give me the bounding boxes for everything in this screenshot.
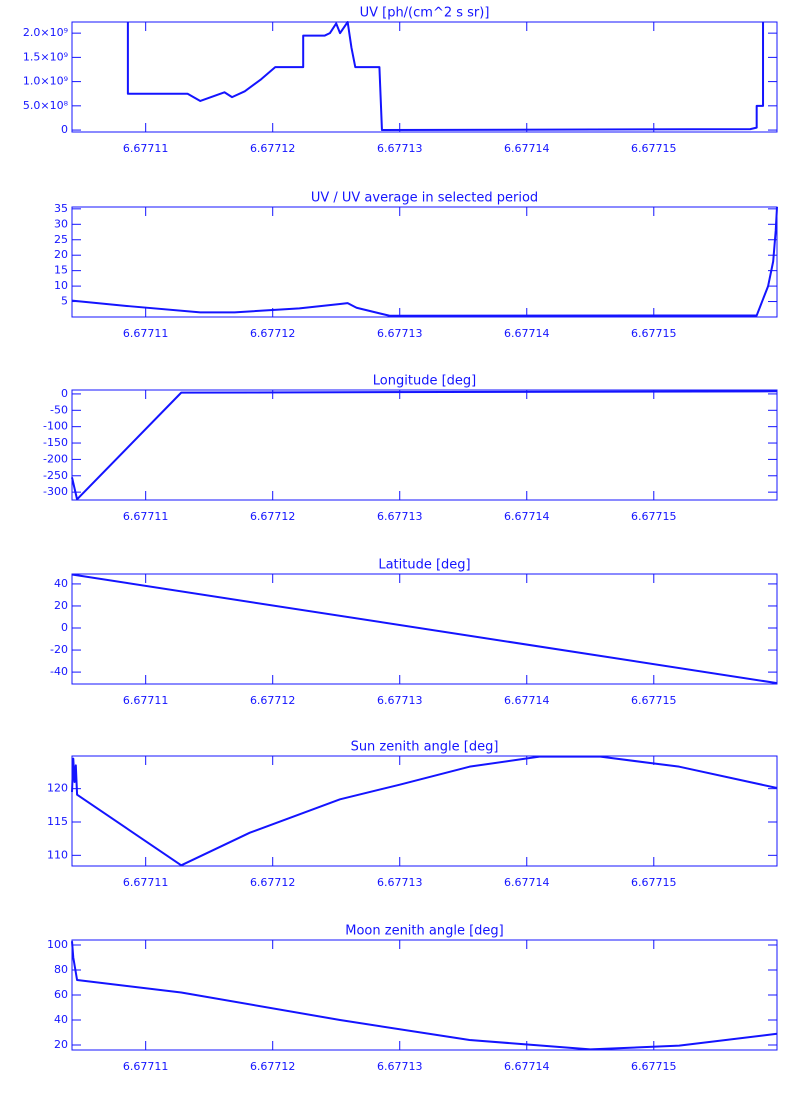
y-tick-label: 1.5×10⁹: [23, 50, 68, 63]
x-tick-label: 6.67712: [250, 1060, 296, 1073]
panel-title: UV / UV average in selected period: [311, 191, 538, 206]
x-tick-label: 6.67715: [631, 694, 677, 707]
x-tick-label: 6.67712: [250, 694, 296, 707]
x-tick-label: 6.67714: [504, 694, 550, 707]
x-tick-label: 6.67713: [377, 327, 423, 340]
y-tick-label: -20: [50, 643, 68, 656]
data-line: [126, 21, 765, 132]
x-tick-label: 6.67713: [377, 510, 423, 523]
y-tick-label: 20: [54, 599, 68, 612]
plot-frame: [71, 389, 778, 501]
x-tick-label: 6.67715: [631, 876, 677, 889]
x-tick-label: 6.67712: [250, 142, 296, 155]
y-tick-label: 15: [54, 264, 68, 277]
x-tick-label: 6.67711: [123, 327, 169, 340]
panel: Latitude [deg] -40 -20 0 20 40 6.67711 6.67712 6…: [50, 558, 778, 707]
x-tick-label: 6.67715: [631, 510, 677, 523]
y-tick-label: 20: [54, 248, 68, 261]
data-line: [71, 941, 778, 1051]
x-tick-label: 6.67714: [504, 327, 550, 340]
x-tick-label: 6.67711: [123, 694, 169, 707]
x-tick-label: 6.67711: [123, 1060, 169, 1073]
y-tick-label: 0: [61, 123, 68, 136]
y-tick-label: -40: [50, 665, 68, 678]
x-tick-label: 6.67715: [631, 327, 677, 340]
y-tick-label: -300: [43, 485, 68, 498]
data-line: [71, 206, 778, 317]
y-tick-label: 30: [54, 217, 68, 230]
y-tick-label: 40: [54, 1013, 68, 1026]
y-tick-label: 40: [54, 577, 68, 590]
y-tick-label: 35: [54, 202, 68, 215]
y-tick-label: 2.0×10⁹: [23, 26, 68, 39]
plot-frame: [71, 755, 778, 867]
y-tick-label: 120: [47, 782, 68, 795]
data-line: [71, 573, 778, 685]
y-tick-label: 10: [54, 279, 68, 292]
y-tick-label: 0: [61, 387, 68, 400]
y-tick-label: 60: [54, 988, 68, 1001]
y-tick-label: 5: [61, 295, 68, 308]
y-tick-label: 110: [47, 848, 68, 861]
data-line: [71, 755, 778, 867]
x-tick-label: 6.67714: [504, 510, 550, 523]
x-tick-label: 6.67713: [377, 876, 423, 889]
y-tick-label: 20: [54, 1038, 68, 1051]
panel-title: Sun zenith angle [deg]: [351, 740, 499, 755]
y-tick-label: 0: [61, 621, 68, 634]
x-tick-label: 6.67713: [377, 1060, 423, 1073]
x-tick-label: 6.67711: [123, 510, 169, 523]
data-line: [71, 390, 778, 501]
plot-frame: [71, 21, 778, 133]
y-tick-label: 100: [47, 938, 68, 951]
plot-frame: [71, 573, 778, 685]
panel-title: UV [ph/(cm^2 s sr)]: [360, 6, 490, 21]
y-tick-label: -250: [43, 469, 68, 482]
plot-frame: [71, 206, 778, 318]
panel: Longitude [deg] -300 -250 -200 -150 -100 -50 0 6…: [43, 374, 778, 523]
x-tick-label: 6.67714: [504, 142, 550, 155]
y-tick-label: -150: [43, 436, 68, 449]
panel-title: Latitude [deg]: [378, 558, 470, 573]
y-tick-label: 5.0×10⁸: [23, 99, 69, 112]
x-tick-label: 6.67712: [250, 876, 296, 889]
y-tick-label: 115: [47, 815, 68, 828]
panel: UV [ph/(cm^2 s sr)] 0 5.0×10⁸ 1.0×10⁹ 1.5×10…: [23, 6, 778, 155]
x-tick-label: 6.67713: [377, 694, 423, 707]
y-tick-label: -200: [43, 452, 68, 465]
y-tick-label: -100: [43, 420, 68, 433]
panel: Sun zenith angle [deg] 110 115 120 6.67711 6.…: [47, 740, 778, 889]
y-tick-label: 80: [54, 963, 68, 976]
x-tick-label: 6.67714: [504, 1060, 550, 1073]
y-tick-label: -50: [50, 403, 68, 416]
x-tick-label: 6.67712: [250, 327, 296, 340]
x-tick-label: 6.67713: [377, 142, 423, 155]
panel: UV / UV average in selected period 5 10 15 2…: [54, 191, 778, 340]
x-tick-label: 6.67711: [123, 876, 169, 889]
panel-title: Longitude [deg]: [373, 374, 476, 389]
y-tick-label: 25: [54, 233, 68, 246]
x-tick-label: 6.67715: [631, 1060, 677, 1073]
panel: Moon zenith angle [deg] 20 40 60 80 100 6.6771…: [47, 924, 778, 1073]
x-tick-label: 6.67712: [250, 510, 296, 523]
x-tick-label: 6.67711: [123, 142, 169, 155]
panel-title: Moon zenith angle [deg]: [345, 924, 503, 939]
x-tick-label: 6.67715: [631, 142, 677, 155]
y-tick-label: 1.0×10⁹: [23, 75, 68, 88]
x-tick-label: 6.67714: [504, 876, 550, 889]
